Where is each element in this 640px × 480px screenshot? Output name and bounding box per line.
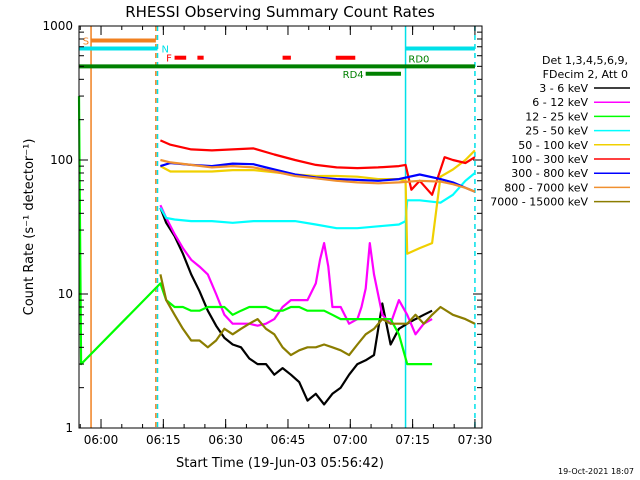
legend-entry-label: 300 - 800 keV (511, 167, 588, 180)
series-line (159, 139, 476, 196)
x-tick-label: 06:30 (208, 433, 243, 447)
series-line (159, 207, 433, 406)
y-tick-label: 10 (58, 287, 73, 301)
legend-entry-label: 100 - 300 keV (511, 153, 588, 166)
flag-label: F (166, 54, 172, 65)
series-line (159, 172, 476, 230)
generation-timestamp: 19-Oct-2021 18:07 (558, 467, 634, 476)
axes: 06:00 06:15 06:30 06:45 07:00 07:15 07:30 1 10 10… (42, 19, 492, 447)
chart-title: RHESSI Observing Summary Count Rates (125, 3, 435, 21)
legend-entry-label: 25 - 50 keV (525, 125, 588, 138)
x-tick-label: 06:15 (146, 433, 181, 447)
legend-entry-label: 800 - 7000 keV (504, 181, 588, 194)
series-line (159, 274, 476, 357)
y-tick-label: 1000 (42, 19, 73, 33)
x-tick-label: 07:30 (458, 433, 493, 447)
x-tick-label: 06:00 (84, 433, 119, 447)
legend-header-line-2: FDecim 2, Att 0 (543, 68, 628, 81)
plot-frame (78, 25, 483, 429)
legend-entry-label: 3 - 6 keV (539, 82, 588, 95)
x-tick-label: 06:45 (271, 433, 306, 447)
flag-label: RD0 (408, 54, 429, 65)
flag-label: RD4 (343, 70, 364, 81)
legend-entry-label: 6 - 12 keV (532, 96, 588, 109)
flag-label: S (83, 36, 89, 47)
x-tick-label: 07:15 (395, 433, 430, 447)
series-line (159, 204, 433, 336)
x-axis-label: Start Time (19-Jun-03 05:56:42) (176, 456, 384, 471)
data-series (77, 96, 476, 406)
y-axis-label: Count Rate (s⁻¹ detector⁻¹) (22, 139, 37, 316)
series-line (159, 149, 476, 255)
legend-entry-label: 12 - 25 keV (525, 110, 588, 123)
legend-entry-label: 50 - 100 keV (518, 139, 588, 152)
series-line (160, 158, 476, 193)
y-tick-label: 1 (65, 421, 73, 435)
flag-bars: S NF RD0 RD4 (79, 36, 475, 81)
flag-label: N (162, 44, 169, 55)
legend-entry-label: 7000 - 15000 keV (490, 196, 588, 209)
legend-header-line-1: Det 1,3,4,5,6,9, (542, 54, 628, 67)
y-tick-label: 100 (50, 153, 73, 167)
x-tick-label: 07:00 (333, 433, 368, 447)
